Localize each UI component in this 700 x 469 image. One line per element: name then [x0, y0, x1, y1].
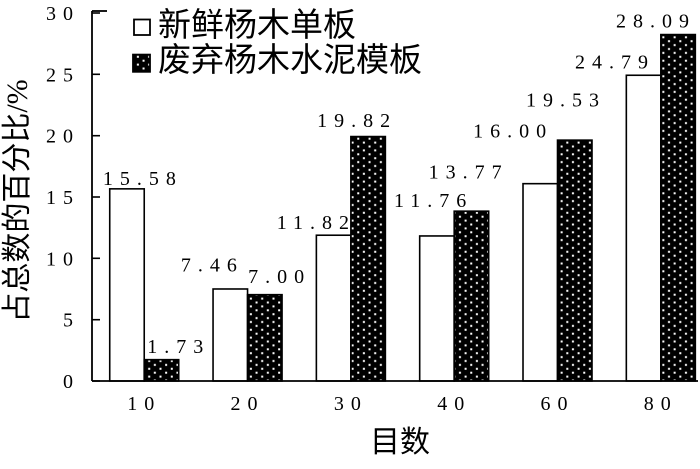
svg-text:40: 40 — [437, 393, 471, 415]
svg-text:80: 80 — [644, 393, 678, 415]
svg-text:15.58: 15.58 — [103, 168, 183, 190]
svg-text:15: 15 — [46, 187, 80, 209]
svg-text:0: 0 — [63, 371, 80, 393]
svg-text:16.00: 16.00 — [473, 121, 553, 143]
svg-text:废弃杨木水泥模板: 废弃杨木水泥模板 — [158, 42, 422, 79]
svg-text:25: 25 — [46, 64, 80, 86]
svg-text:19.53: 19.53 — [526, 89, 606, 111]
svg-text:11.76: 11.76 — [394, 190, 473, 212]
svg-text:10: 10 — [46, 248, 80, 270]
svg-text:20: 20 — [46, 126, 80, 148]
svg-text:5: 5 — [63, 310, 80, 332]
svg-text:新鲜杨木单板: 新鲜杨木单板 — [158, 7, 356, 44]
svg-text:28.09: 28.09 — [616, 11, 696, 33]
svg-text:30: 30 — [46, 3, 80, 25]
svg-text:7.00: 7.00 — [248, 266, 311, 288]
svg-text:24.79: 24.79 — [575, 52, 655, 74]
svg-text:占总数的百分比/%: 占总数的百分比/% — [1, 79, 34, 322]
svg-text:60: 60 — [541, 393, 575, 415]
svg-text:7.46: 7.46 — [181, 254, 244, 276]
svg-text:1.73: 1.73 — [147, 336, 210, 358]
svg-text:19.82: 19.82 — [317, 110, 397, 132]
svg-text:11.82: 11.82 — [277, 212, 356, 234]
svg-text:20: 20 — [231, 393, 265, 415]
svg-text:13.77: 13.77 — [429, 162, 509, 184]
svg-text:目数: 目数 — [370, 426, 430, 459]
svg-text:10: 10 — [127, 393, 161, 415]
svg-text:30: 30 — [334, 393, 368, 415]
